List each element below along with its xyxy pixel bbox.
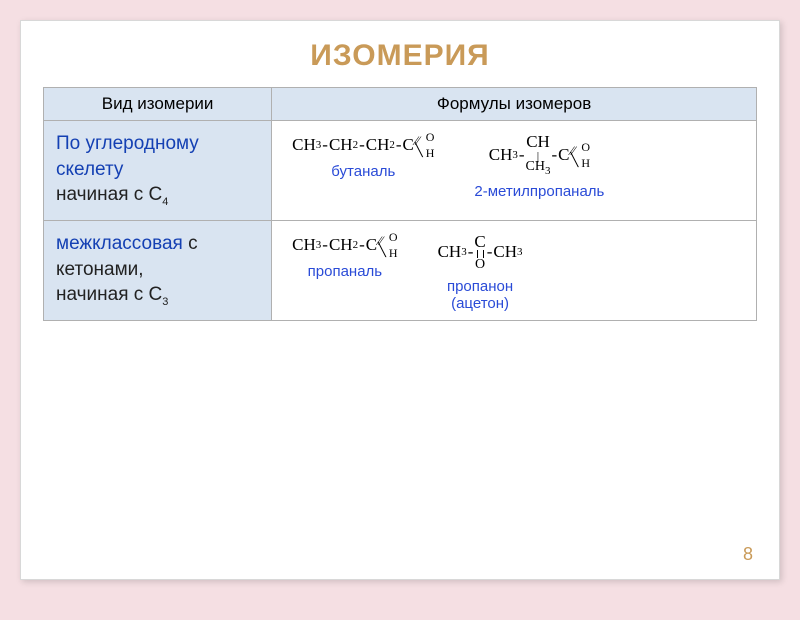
table-row: межклассовая с кетонами, начиная с С3 CH…	[44, 220, 757, 320]
row1-sub: 4	[162, 196, 168, 208]
row2-black: начиная с С	[56, 284, 162, 305]
table-header-row: Вид изомерии Формулы изомеров	[44, 88, 757, 121]
row1-label: По углеродному скелету начиная с С4	[44, 121, 272, 221]
page-number: 8	[743, 544, 753, 565]
row2-sub: 3	[162, 296, 168, 308]
molecule-propanal: CH3-CH2-C⁄⁄╲OH пропаналь	[292, 233, 397, 280]
table-row: По углеродному скелету начиная с С4 CH3-…	[44, 121, 757, 221]
isomer-table: Вид изомерии Формулы изомеров По углерод…	[43, 87, 757, 321]
molecule-butanal: CH3-CH2-CH2-C⁄⁄╲OH бутаналь	[292, 133, 434, 180]
cho-group: C⁄⁄╲OH	[558, 143, 590, 167]
branch-ch: CH | CH3	[526, 133, 551, 177]
molecule-2methylpropanal: CH3- CH | CH3 -C⁄⁄╲OH 2-метилпропаналь	[474, 133, 604, 200]
methylpropanal-name: 2-метилпропаналь	[474, 183, 604, 200]
row1-blue: По углеродному скелету	[56, 133, 199, 180]
cho-group: C⁄⁄╲OH	[403, 133, 435, 157]
propanal-structure: CH3-CH2-C⁄⁄╲OH	[292, 233, 397, 257]
molecule-propanone: CH3- C O -CH3 пропанон (ацетон)	[438, 233, 523, 312]
butanal-structure: CH3-CH2-CH2-C⁄⁄╲OH	[292, 133, 434, 157]
row1-formulas: CH3-CH2-CH2-C⁄⁄╲OH бутаналь CH3- CH | CH…	[272, 121, 757, 221]
row1-black1: начиная с С	[56, 184, 162, 205]
methylpropanal-structure: CH3- CH | CH3 -C⁄⁄╲OH	[489, 133, 590, 177]
cho-group: C⁄⁄╲OH	[366, 233, 398, 257]
slide-title: ИЗОМЕРИЯ	[43, 39, 757, 73]
ketone-c: C O	[474, 233, 485, 272]
slide-container: ИЗОМЕРИЯ Вид изомерии Формулы изомеров П…	[20, 20, 780, 580]
propanal-name: пропаналь	[308, 263, 382, 280]
row2-blue: межклассовая	[56, 233, 183, 254]
row2-formulas: CH3-CH2-C⁄⁄╲OH пропаналь CH3- C O -CH3	[272, 220, 757, 320]
row2-label: межклассовая с кетонами, начиная с С3	[44, 220, 272, 320]
butanal-name: бутаналь	[331, 163, 395, 180]
header-type: Вид изомерии	[44, 88, 272, 121]
propanone-name: пропанон (ацетон)	[447, 278, 513, 312]
propanone-structure: CH3- C O -CH3	[438, 233, 523, 272]
formula-row-1: CH3-CH2-CH2-C⁄⁄╲OH бутаналь CH3- CH | CH…	[282, 133, 746, 200]
formula-row-2: CH3-CH2-C⁄⁄╲OH пропаналь CH3- C O -CH3	[282, 233, 746, 312]
header-formulas: Формулы изомеров	[272, 88, 757, 121]
